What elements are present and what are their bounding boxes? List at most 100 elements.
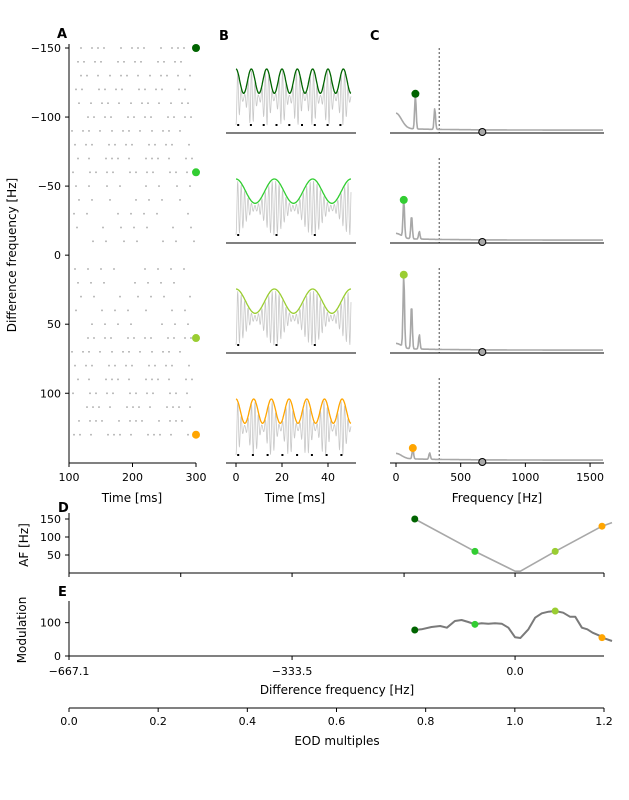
panel-c-peak-marker: [399, 270, 408, 279]
raster-spike: [83, 61, 85, 63]
raster-spike: [126, 74, 128, 77]
raster-spike: [148, 364, 150, 367]
raster-spike: [151, 130, 153, 132]
raster-spike: [86, 74, 88, 77]
raster-spike: [178, 406, 180, 408]
raster-spike: [151, 351, 153, 353]
panel-c-x-tick-label: 1500: [576, 471, 604, 484]
raster-spike: [134, 282, 136, 284]
raster-spike: [113, 433, 115, 436]
raster-spike: [144, 88, 146, 91]
raster-spike: [137, 74, 139, 77]
raster-spike: [109, 74, 111, 77]
raster-spike: [133, 116, 135, 118]
panel-b-signal: [235, 290, 352, 346]
raster-spike: [184, 309, 186, 312]
raster-spike: [101, 420, 103, 422]
raster-spike: [106, 185, 108, 187]
raster-spike: [128, 351, 130, 353]
raster-spike: [101, 309, 103, 312]
panel-b-spike: [237, 454, 240, 456]
raster-spike: [184, 116, 186, 118]
raster-spike: [100, 268, 102, 270]
panel-d-y-tick-label: 50: [47, 549, 61, 562]
raster-spike: [137, 295, 139, 298]
raster-spike: [81, 88, 83, 91]
raster-spike: [154, 364, 156, 367]
raster-spike: [76, 226, 78, 229]
raster-spike: [147, 102, 149, 104]
raster-spike: [90, 433, 92, 436]
raster-spike: [131, 364, 133, 367]
raster-spike: [111, 130, 113, 132]
raster-spike: [169, 420, 171, 422]
raster-spike: [130, 323, 132, 325]
panel-e-x-label: Difference frequency [Hz]: [260, 683, 414, 697]
raster-spike: [128, 157, 130, 160]
raster-spike: [145, 185, 147, 187]
raster-spike: [160, 282, 162, 284]
raster-spike: [152, 171, 154, 174]
raster-spike: [144, 116, 146, 118]
panel-a-marker: [192, 168, 200, 177]
raster-spike: [145, 309, 147, 312]
panel-c-peak-marker: [399, 195, 408, 204]
panel-c-spectrum: [395, 94, 604, 131]
raster-spike: [172, 406, 174, 408]
raster-spike: [101, 102, 103, 104]
raster-spike: [167, 116, 169, 118]
panel-e-y-tick-label: 100: [40, 617, 61, 630]
raster-spike: [187, 323, 189, 325]
raster-spike: [103, 47, 105, 49]
raster-spike: [135, 392, 137, 395]
raster-spike: [174, 323, 176, 325]
panel-e-x-tick-label: −667.1: [49, 665, 90, 678]
raster-spike: [120, 47, 122, 49]
panel-d-y-label: AF [Hz]: [17, 523, 31, 567]
raster-spike: [170, 102, 172, 104]
raster-spike: [132, 406, 134, 408]
raster-spike: [157, 61, 159, 63]
raster-spike: [162, 130, 164, 132]
raster-spike: [114, 364, 116, 367]
raster-spike: [189, 74, 191, 77]
raster-spike: [74, 143, 76, 146]
raster-spike: [112, 392, 114, 395]
raster-spike: [158, 102, 160, 104]
panel-e-marker: [551, 607, 559, 615]
panel-b-x-label: Time [ms]: [264, 491, 326, 505]
raster-spike: [77, 282, 79, 284]
panel-c-peak-marker: [411, 89, 420, 98]
panel-e-y-tick-label: 0: [54, 650, 61, 663]
raster-spike: [150, 116, 152, 118]
panel-letter-e: E: [58, 585, 67, 600]
raster-spike: [161, 88, 163, 91]
raster-spike: [82, 351, 84, 353]
raster-spike: [150, 295, 152, 298]
raster-spike: [168, 378, 170, 381]
raster-spike: [138, 88, 140, 91]
panel-a-y-tick-label: 50: [47, 318, 61, 331]
raster-spike: [177, 47, 179, 49]
raster-spike: [181, 420, 183, 422]
panel-b-envelope: [235, 68, 352, 94]
raster-spike: [88, 130, 90, 132]
raster-spike: [144, 268, 146, 270]
raster-spike: [107, 433, 109, 436]
raster-spike: [109, 406, 111, 408]
raster-spike: [171, 364, 173, 367]
eod-x-tick-label: 1.2: [595, 715, 613, 728]
raster-spike: [91, 47, 93, 49]
raster-spike: [108, 364, 110, 367]
raster-spike: [131, 143, 133, 146]
panel-e-y-label: Modulation: [15, 597, 29, 664]
raster-spike: [160, 47, 162, 49]
raster-spike: [179, 130, 181, 132]
raster-spike: [119, 433, 121, 436]
panel-b-spike: [249, 124, 252, 126]
raster-spike: [117, 61, 119, 63]
raster-spike: [163, 295, 165, 298]
panel-b-spike: [313, 124, 316, 126]
raster-spike: [158, 185, 160, 187]
raster-spike: [166, 74, 168, 77]
